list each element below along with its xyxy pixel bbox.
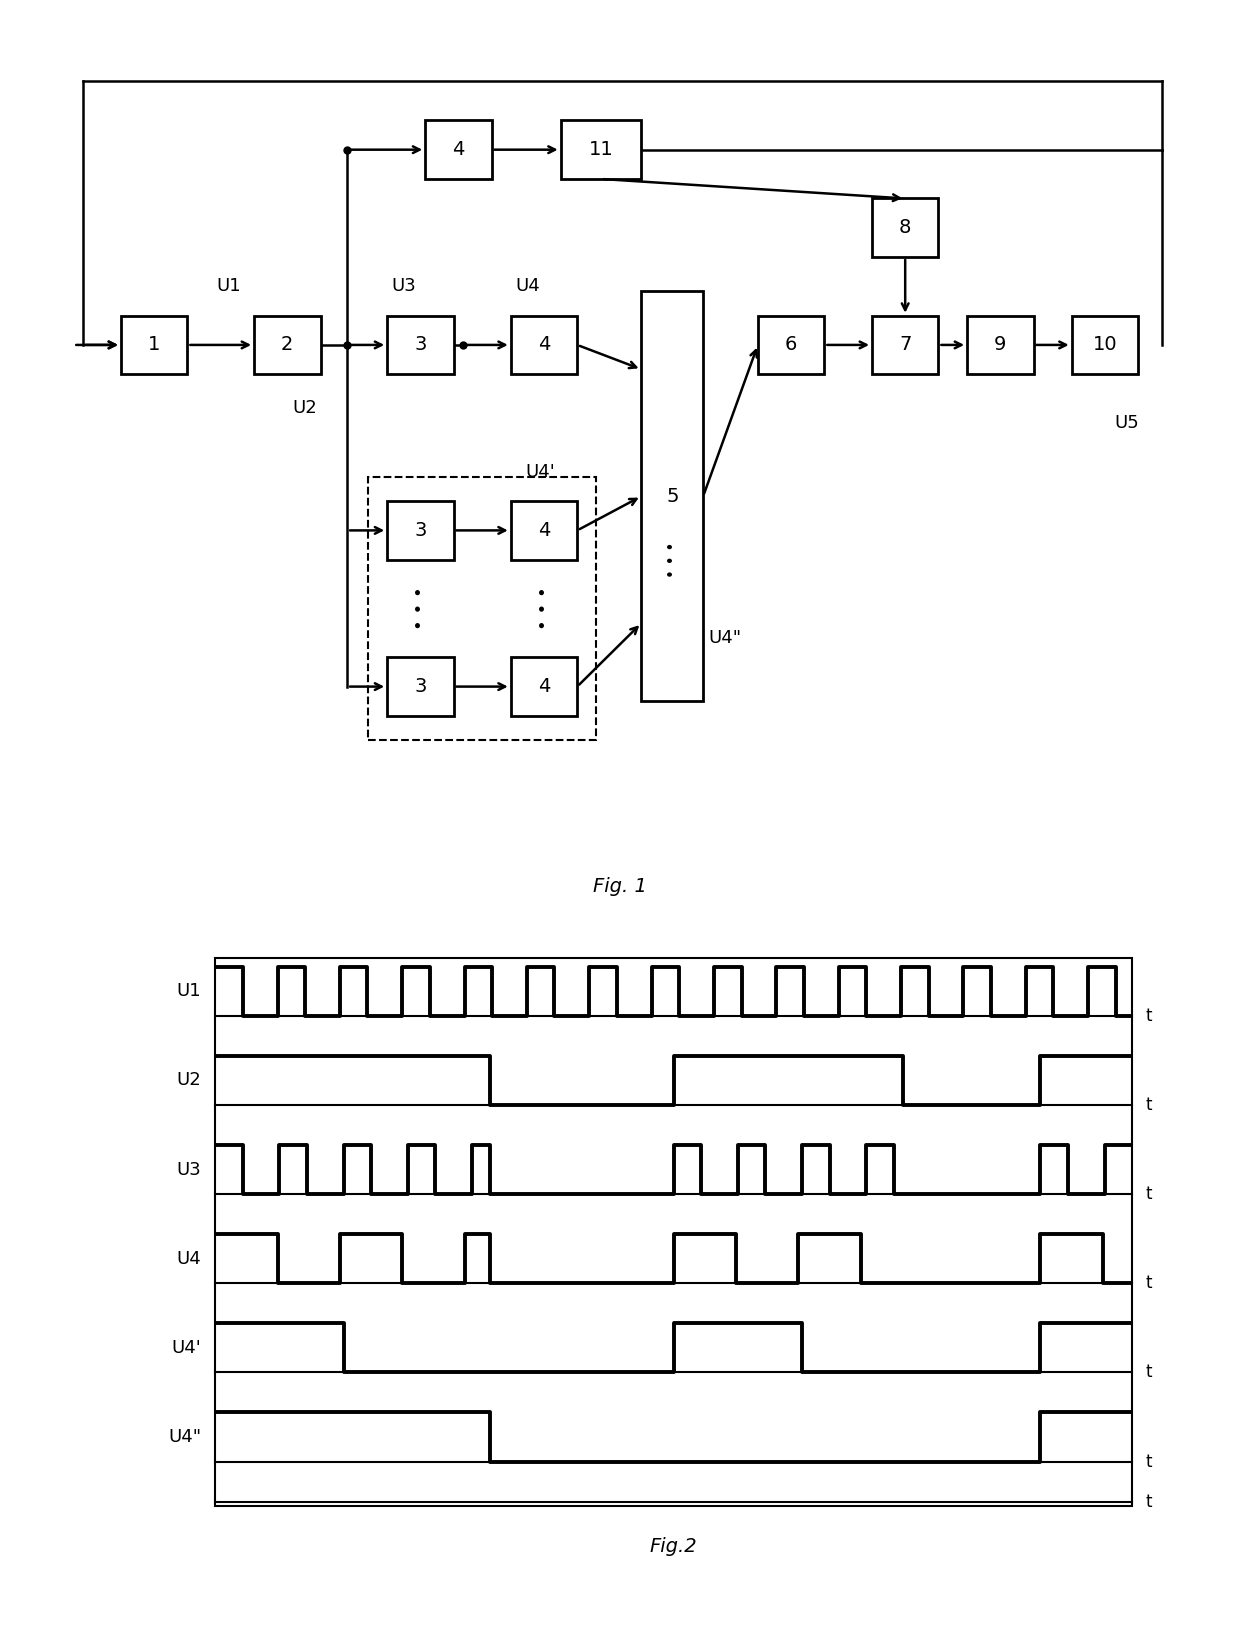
Text: t: t (1146, 1453, 1152, 1471)
Text: U4: U4 (516, 277, 541, 294)
Bar (560, 120, 641, 179)
Bar (967, 316, 1034, 374)
Bar (387, 657, 454, 716)
Bar (425, 120, 491, 179)
Text: 4: 4 (538, 677, 551, 696)
Bar (368, 477, 596, 740)
Text: 4: 4 (538, 335, 551, 355)
Text: 4: 4 (538, 521, 551, 540)
Text: 10: 10 (1092, 335, 1117, 355)
Text: t: t (1146, 1363, 1152, 1381)
Bar (387, 501, 454, 560)
Text: 3: 3 (414, 335, 427, 355)
Text: 3: 3 (414, 521, 427, 540)
Text: Fig.2: Fig.2 (650, 1538, 697, 1557)
Text: U3: U3 (392, 277, 417, 294)
Bar (1071, 316, 1138, 374)
Text: 9: 9 (994, 335, 1007, 355)
Text: U3: U3 (176, 1160, 201, 1178)
Text: U1: U1 (177, 983, 201, 1001)
Text: Fig. 1: Fig. 1 (593, 877, 647, 896)
Text: U5: U5 (1115, 413, 1140, 431)
Text: 4: 4 (453, 140, 465, 159)
Text: • • •: • • • (665, 542, 680, 578)
Text: • • •: • • • (534, 587, 553, 630)
Text: 3: 3 (414, 677, 427, 696)
Text: U2: U2 (176, 1072, 201, 1090)
Text: t: t (1146, 1097, 1152, 1114)
Text: U2: U2 (293, 399, 316, 417)
Text: 6: 6 (785, 335, 797, 355)
Text: t: t (1146, 1492, 1152, 1510)
Text: 8: 8 (899, 218, 911, 238)
Text: t: t (1146, 1007, 1152, 1025)
Bar (641, 291, 703, 701)
Text: t: t (1146, 1274, 1152, 1292)
Text: U4': U4' (171, 1339, 201, 1357)
Text: 1: 1 (148, 335, 160, 355)
Text: U4": U4" (708, 628, 742, 646)
Bar (511, 501, 578, 560)
Text: 5: 5 (666, 486, 678, 506)
Bar (758, 316, 825, 374)
Text: t: t (1146, 1184, 1152, 1202)
Bar (216, 958, 1132, 1507)
Text: U4": U4" (169, 1429, 201, 1446)
Bar (872, 316, 939, 374)
Text: 2: 2 (281, 335, 294, 355)
Text: 11: 11 (589, 140, 614, 159)
Bar (387, 316, 454, 374)
Bar (511, 657, 578, 716)
Text: U4': U4' (525, 462, 554, 480)
Text: U1: U1 (216, 277, 241, 294)
Text: 7: 7 (899, 335, 911, 355)
Bar (872, 198, 939, 257)
Bar (254, 316, 320, 374)
Bar (122, 316, 187, 374)
Text: • • •: • • • (412, 587, 429, 630)
Text: U4: U4 (176, 1250, 201, 1267)
Bar (511, 316, 578, 374)
